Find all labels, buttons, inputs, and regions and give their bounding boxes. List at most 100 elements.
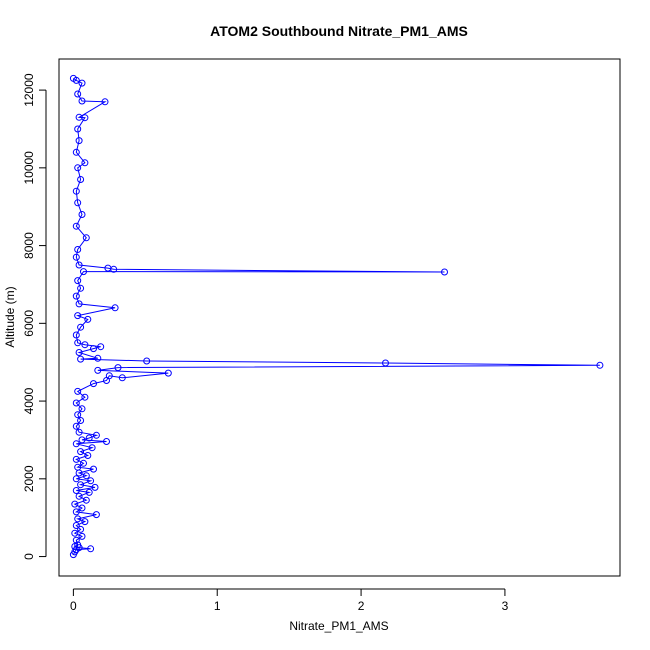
data-point (164, 369, 172, 377)
data-point (80, 268, 87, 276)
data-point (72, 187, 80, 195)
y-tick-label: 12000 (22, 73, 36, 107)
y-tick-label: 2000 (22, 465, 36, 492)
y-tick-label: 0 (22, 553, 36, 560)
data-point (90, 465, 97, 473)
data-point (78, 504, 86, 512)
data-point (85, 434, 93, 442)
data-point (77, 355, 85, 363)
data-point (82, 472, 90, 480)
data-point (81, 341, 89, 349)
data-point (74, 164, 82, 172)
data-point (75, 113, 83, 121)
data-point (77, 323, 85, 331)
data-point (105, 372, 113, 380)
data-point (72, 522, 80, 529)
data-point (74, 463, 82, 471)
data-point (74, 411, 82, 419)
data-point (74, 125, 82, 133)
data-point (74, 90, 82, 98)
data-point (72, 508, 80, 516)
data-point (71, 529, 79, 537)
data-point (78, 211, 86, 218)
data-point (84, 452, 92, 459)
data-point (81, 393, 89, 401)
data-point (74, 541, 82, 549)
data-point (80, 459, 87, 467)
x-tick-label: 3 (502, 599, 509, 613)
data-point (78, 79, 86, 87)
data-point (78, 532, 86, 540)
data-point (74, 387, 82, 395)
data-point (72, 487, 80, 494)
plot-frame (58, 58, 621, 577)
data-point (118, 374, 126, 382)
data-point (92, 431, 100, 439)
data-point (92, 511, 100, 519)
x-tick-label: 1 (214, 599, 221, 613)
data-point (441, 268, 448, 276)
data-point (596, 361, 604, 369)
data-point (81, 159, 89, 167)
data-point (72, 292, 80, 300)
data-point (69, 74, 77, 82)
data-point (111, 304, 119, 312)
data-point (82, 496, 90, 504)
data-point (94, 354, 102, 362)
data-point (72, 422, 80, 430)
data-point (72, 253, 80, 261)
y-tick-label: 6000 (22, 310, 36, 337)
data-point (74, 199, 82, 207)
data-point (90, 380, 97, 388)
data-point (85, 488, 93, 496)
data-point (104, 264, 112, 272)
data-point (87, 477, 95, 485)
x-axis-label: Nitrate_PM1_AMS (289, 619, 388, 633)
data-point (382, 359, 389, 367)
data-point (77, 176, 85, 183)
data-point (72, 331, 80, 339)
data-point (72, 148, 80, 156)
data-point (84, 315, 92, 323)
data-point (81, 518, 89, 526)
data-points (69, 74, 604, 559)
data-point (77, 448, 85, 456)
data-point (72, 399, 80, 407)
data-point (75, 261, 83, 269)
data-point (74, 515, 82, 523)
data-point (75, 492, 83, 500)
data-point (94, 366, 102, 374)
data-point (91, 483, 99, 491)
data-point (88, 444, 96, 452)
data-point (77, 481, 85, 489)
data-point (143, 357, 151, 365)
data-point (75, 349, 83, 356)
data-point (77, 417, 85, 424)
data-point (77, 525, 85, 533)
data-point (72, 475, 80, 483)
chart-title: ATOM2 Southbound Nitrate_PM1_AMS (210, 23, 468, 39)
data-point (78, 97, 86, 105)
axis-ticks: 0 1 2 3 0 2000 4000 6000 8000 10000 12000 (22, 73, 508, 613)
data-line (72, 77, 600, 555)
data-point (101, 98, 109, 106)
x-tick-label: 2 (358, 599, 365, 613)
data-point (72, 440, 80, 448)
data-point (74, 277, 82, 285)
y-tick-label: 8000 (22, 232, 36, 259)
data-point (75, 137, 83, 145)
data-point (97, 343, 105, 351)
y-tick-label: 4000 (22, 387, 36, 414)
data-point (74, 312, 82, 320)
data-point (77, 284, 85, 292)
data-point (75, 428, 83, 436)
data-point (74, 246, 82, 253)
data-point (71, 500, 79, 508)
data-point (103, 438, 110, 445)
x-tick-label: 0 (70, 599, 77, 613)
data-point (72, 455, 80, 463)
y-axis-label: Altitude (m) (3, 286, 17, 347)
data-point (90, 345, 97, 353)
data-point (78, 405, 86, 413)
